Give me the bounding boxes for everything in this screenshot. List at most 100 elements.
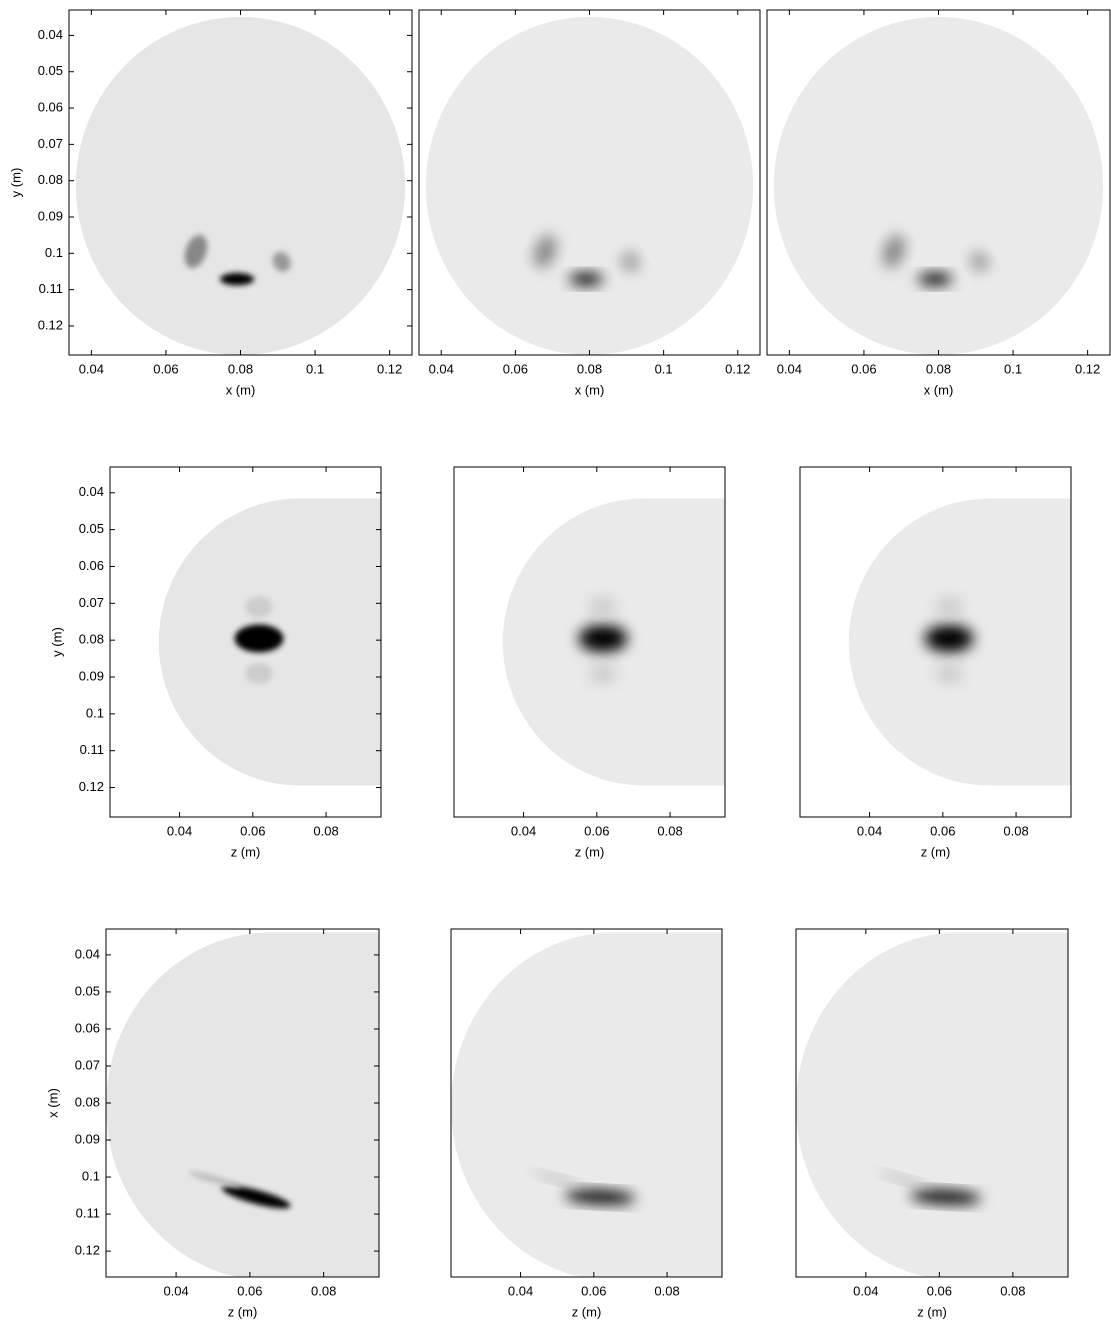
image	[425, 16, 754, 355]
region	[425, 16, 754, 355]
y-tick-label: 0.11	[39, 281, 63, 296]
y-tick-label: 0.12	[75, 1243, 100, 1258]
image	[451, 932, 722, 1277]
x-tick-label: 0.04	[777, 361, 802, 376]
x-tick-label: 0.04	[853, 1283, 878, 1298]
y-tick-label: 0.11	[76, 1206, 100, 1221]
x-tick-label: 0.06	[581, 1283, 606, 1298]
y-tick-label: 0.05	[38, 63, 63, 78]
x-tick-label: 0.08	[311, 1283, 336, 1298]
y-axis-label: y (m)	[8, 168, 23, 198]
intensity-spot	[272, 251, 291, 272]
region	[989, 498, 1071, 786]
intensity-spot	[970, 251, 989, 272]
panel: 0.04 0.06 0.08 z (m) 0.04 0.05 0.06 0.07 0.08 0.0…	[49, 466, 382, 859]
intensity-spot	[219, 272, 255, 286]
axes-frame	[799, 466, 1072, 818]
intensity-spot	[245, 596, 273, 618]
panel: 0.04 0.06 0.08 0.1 0.12 x (m) 0.04 0.05 0.06 0.07…	[8, 9, 413, 397]
image	[796, 932, 1068, 1277]
x-tick-label: 0.12	[725, 361, 750, 376]
axes-frame	[795, 928, 1069, 1278]
intensity-spot	[924, 624, 974, 653]
y-tick-label: 0.06	[79, 558, 104, 573]
x-axis-label: z (m)	[231, 844, 261, 859]
intensity-spot	[569, 272, 604, 286]
intensity-spot	[621, 251, 640, 272]
x-tick-label: 0.1	[1004, 361, 1022, 376]
y-tick-label: 0.09	[79, 668, 104, 683]
x-tick-label: 0.08	[313, 823, 338, 838]
x-tick-label: 0.06	[930, 823, 955, 838]
x-tick-label: 0.08	[228, 361, 253, 376]
panel: 0.04 0.06 0.08 0.1 0.12 x (m)	[766, 9, 1111, 397]
panel: 0.04 0.06 0.08 z (m)	[450, 928, 723, 1319]
image	[75, 16, 406, 355]
intensity-spot	[917, 272, 953, 286]
y-tick-label: 0.06	[38, 99, 63, 114]
x-tick-label: 0.08	[654, 1283, 679, 1298]
x-tick-label: 0.04	[508, 1283, 533, 1298]
y-tick-label: 0.05	[79, 521, 104, 536]
y-tick-label: 0.08	[38, 172, 63, 187]
x-tick-label: 0.04	[511, 823, 536, 838]
y-tick-label: 0.12	[79, 779, 104, 794]
y-tick-label: 0.1	[82, 1168, 100, 1183]
x-tick-label: 0.1	[306, 361, 324, 376]
x-tick-label: 0.08	[577, 361, 602, 376]
x-tick-label: 0.06	[927, 1283, 952, 1298]
x-tick-label: 0.06	[584, 823, 609, 838]
y-tick-label: 0.04	[38, 27, 63, 42]
image	[502, 498, 725, 786]
region	[299, 498, 381, 786]
image	[773, 16, 1104, 355]
y-tick-label: 0.04	[79, 484, 104, 499]
panel: 0.04 0.06 0.08 z (m) 0.04 0.05 0.06 0.07 0.08 0.0…	[45, 928, 380, 1319]
y-tick-label: 0.07	[75, 1057, 100, 1072]
intensity-spot	[533, 1171, 586, 1188]
axes-frame	[109, 466, 382, 818]
x-tick-label: 0.04	[163, 1283, 188, 1298]
y-tick-label: 0.07	[79, 595, 104, 610]
image	[158, 498, 381, 786]
x-axis-label: z (m)	[575, 844, 605, 859]
region	[613, 932, 722, 1277]
intensity-spot	[589, 663, 617, 684]
x-tick-label: 0.08	[1003, 823, 1028, 838]
y-tick-label: 0.08	[75, 1094, 100, 1109]
y-tick-label: 0.11	[80, 742, 104, 757]
intensity-spot	[935, 663, 963, 684]
y-tick-label: 0.05	[75, 983, 100, 998]
y-tick-label: 0.09	[38, 208, 63, 223]
y-tick-label: 0.07	[38, 136, 63, 151]
intensity-spot	[935, 596, 963, 618]
intensity-spot	[564, 1189, 636, 1205]
x-tick-label: 0.04	[429, 361, 454, 376]
x-tick-label: 0.08	[926, 361, 951, 376]
region	[959, 932, 1068, 1277]
region	[773, 16, 1104, 355]
y-tick-label: 0.04	[75, 946, 100, 961]
x-tick-label: 0.04	[167, 823, 192, 838]
image	[106, 932, 379, 1277]
x-axis-label: x (m)	[575, 382, 605, 397]
panel: 0.04 0.06 0.08 z (m)	[795, 928, 1069, 1319]
intensity-spot	[589, 596, 617, 618]
intensity-spot	[882, 234, 906, 269]
x-axis-label: x (m)	[226, 382, 256, 397]
x-tick-label: 0.06	[851, 361, 876, 376]
y-tick-label: 0.08	[79, 632, 104, 647]
x-tick-label: 0.12	[377, 361, 402, 376]
x-axis-label: x (m)	[924, 382, 954, 397]
x-axis-label: z (m)	[921, 844, 951, 859]
y-tick-label: 0.12	[38, 317, 63, 332]
axes-frame	[450, 928, 723, 1278]
intensity-spot	[234, 624, 284, 653]
x-tick-label: 0.08	[1000, 1283, 1025, 1298]
x-tick-label: 0.08	[657, 823, 682, 838]
intensity-spot	[221, 1185, 291, 1209]
x-tick-label: 0.06	[237, 1283, 262, 1298]
intensity-spot	[188, 1171, 242, 1188]
y-tick-label: 0.1	[45, 245, 63, 260]
y-axis-label: x (m)	[45, 1088, 60, 1118]
